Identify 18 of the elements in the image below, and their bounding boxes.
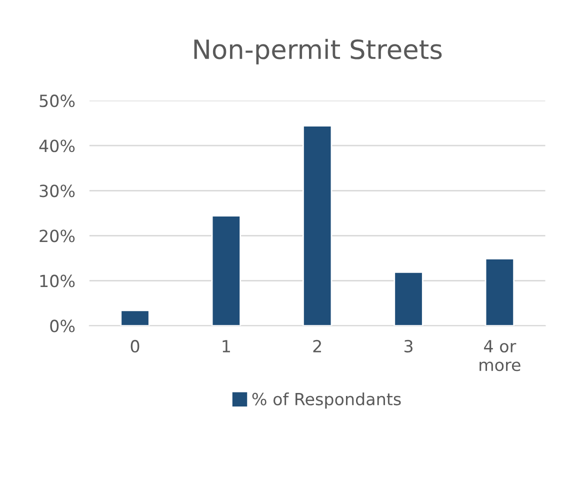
bar: [394, 271, 424, 326]
bar: [302, 125, 332, 326]
chart-title: Non-permit Streets: [194, 38, 442, 64]
y-tick-label: 40%: [39, 140, 75, 152]
x-tick-label: 0: [130, 340, 140, 353]
bar: [484, 258, 515, 326]
x-tick-label: 1: [222, 340, 230, 352]
y-tick-label: 20%: [40, 230, 75, 242]
y-tick-label: 10%: [40, 274, 75, 288]
y-tick-label: 0%: [50, 320, 75, 332]
x-tick-label: 4 or more: [480, 340, 520, 372]
y-tick-label: 30%: [40, 184, 75, 198]
bar: [211, 215, 242, 326]
x-tick-label: 3: [404, 340, 412, 353]
y-tick-label: 50%: [40, 94, 75, 108]
x-tick-label: 2: [313, 340, 321, 352]
bar: [120, 310, 150, 326]
legend-label: % of Respondants: [252, 392, 401, 409]
